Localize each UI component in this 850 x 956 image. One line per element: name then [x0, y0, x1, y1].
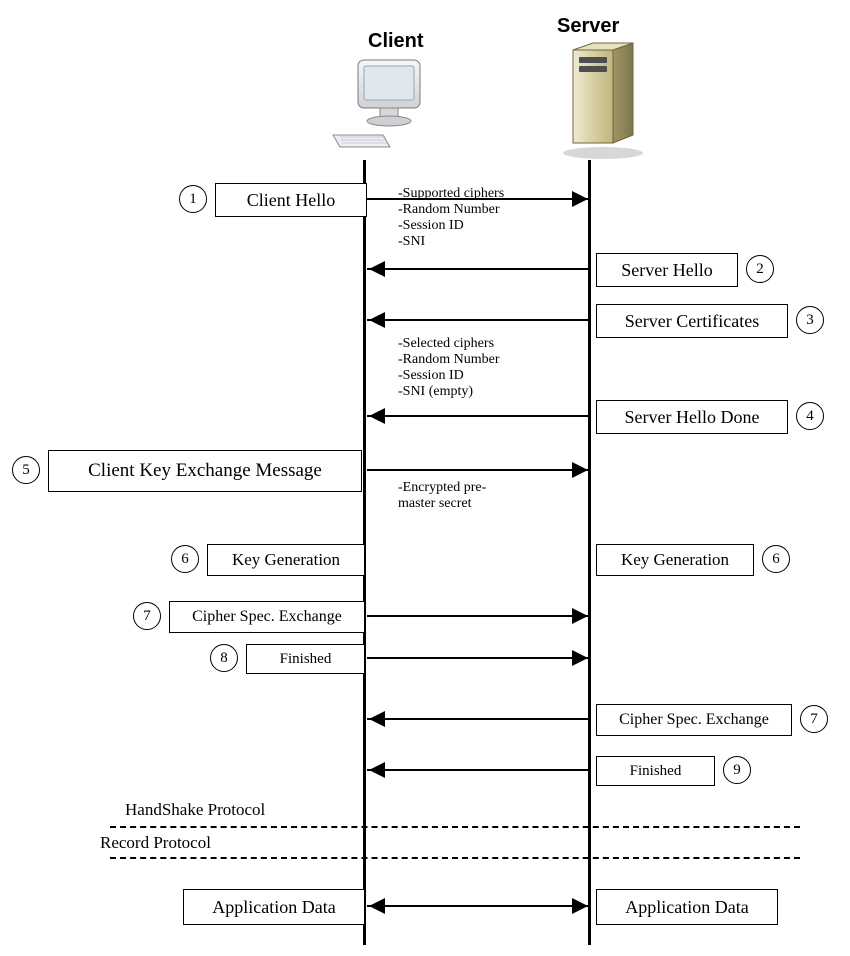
- server-finished-box: Finished: [596, 756, 715, 786]
- section-s2: Record Protocol: [100, 833, 211, 853]
- divider-d1: [110, 826, 800, 828]
- server-hello-done-step-number: 4: [796, 402, 824, 430]
- server-key-generation-box: Key Generation: [596, 544, 754, 576]
- server-cipher-spec-box: Cipher Spec. Exchange: [596, 704, 792, 736]
- ann3: -Encrypted pre-master secret: [398, 480, 486, 512]
- client-heading: Client: [368, 30, 424, 53]
- arrow-a2: [367, 261, 588, 277]
- arrow-a10: [367, 898, 588, 914]
- section-s1: HandShake Protocol: [125, 800, 265, 820]
- server-key-generation-step-number: 6: [762, 545, 790, 573]
- client-key-generation-box: Key Generation: [207, 544, 365, 576]
- arrow-a8: [367, 711, 588, 727]
- server-finished-step-number: 9: [723, 756, 751, 784]
- arrow-a4: [367, 408, 588, 424]
- client-finished-box: Finished: [246, 644, 365, 674]
- arrow-a3: [367, 312, 588, 328]
- ann1: -Supported ciphers-Random Number-Session…: [398, 186, 504, 250]
- arrow-a6: [367, 608, 588, 624]
- server-application-data-box: Application Data: [596, 889, 778, 925]
- server-icon: [555, 35, 645, 160]
- client-key-generation-step-number: 6: [171, 545, 199, 573]
- client-application-data-box: Application Data: [183, 889, 365, 925]
- client-hello-box: Client Hello: [215, 183, 367, 217]
- arrow-a9: [367, 762, 588, 778]
- client-key-exchange-step-number: 5: [12, 456, 40, 484]
- server-certificates-step-number: 3: [796, 306, 824, 334]
- server-cipher-spec-step-number: 7: [800, 705, 828, 733]
- client-cipher-spec-box: Cipher Spec. Exchange: [169, 601, 365, 633]
- ann2: -Selected ciphers-Random Number-Session …: [398, 336, 499, 400]
- client-key-exchange-box: Client Key Exchange Message: [48, 450, 362, 492]
- server-hello-step-number: 2: [746, 255, 774, 283]
- client-hello-step-number: 1: [179, 185, 207, 213]
- client-cipher-spec-step-number: 7: [133, 602, 161, 630]
- client-icon: [328, 55, 438, 155]
- server-certificates-box: Server Certificates: [596, 304, 788, 338]
- server-hello-done-box: Server Hello Done: [596, 400, 788, 434]
- arrow-a7: [367, 650, 588, 666]
- divider-d2: [110, 857, 800, 859]
- client-finished-step-number: 8: [210, 644, 238, 672]
- server-hello-box: Server Hello: [596, 253, 738, 287]
- arrow-a5: [367, 462, 588, 478]
